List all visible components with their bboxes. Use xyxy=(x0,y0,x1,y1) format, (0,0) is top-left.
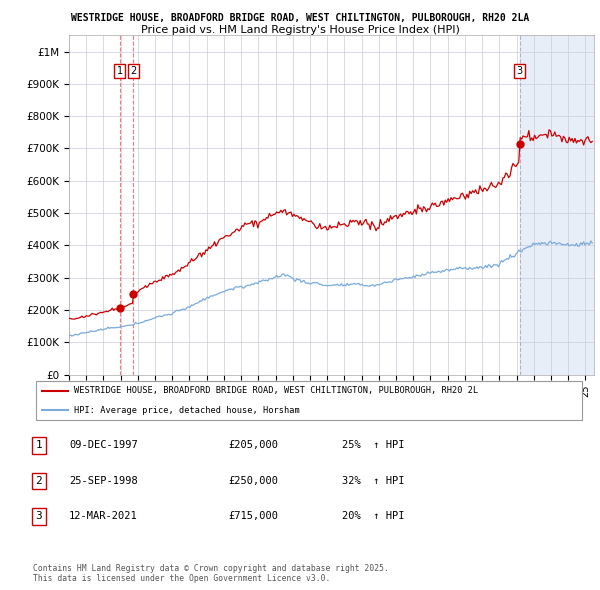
Text: Contains HM Land Registry data © Crown copyright and database right 2025.
This d: Contains HM Land Registry data © Crown c… xyxy=(33,563,389,583)
Text: 2: 2 xyxy=(35,476,43,486)
Text: 20%  ↑ HPI: 20% ↑ HPI xyxy=(342,512,404,521)
Text: £715,000: £715,000 xyxy=(228,512,278,521)
Text: WESTRIDGE HOUSE, BROADFORD BRIDGE ROAD, WEST CHILTINGTON, PULBOROUGH, RH20 2L: WESTRIDGE HOUSE, BROADFORD BRIDGE ROAD, … xyxy=(74,386,479,395)
Text: HPI: Average price, detached house, Horsham: HPI: Average price, detached house, Hors… xyxy=(74,406,300,415)
Text: £250,000: £250,000 xyxy=(228,476,278,486)
Text: 3: 3 xyxy=(35,512,43,521)
Text: 25%  ↑ HPI: 25% ↑ HPI xyxy=(342,441,404,450)
Text: £205,000: £205,000 xyxy=(228,441,278,450)
Text: 12-MAR-2021: 12-MAR-2021 xyxy=(69,512,138,521)
Text: 1: 1 xyxy=(116,66,122,76)
Bar xyxy=(520,35,594,375)
Text: 1: 1 xyxy=(35,441,43,450)
FancyBboxPatch shape xyxy=(36,382,582,419)
Text: 3: 3 xyxy=(517,66,523,76)
Text: 2: 2 xyxy=(130,66,136,76)
Text: Price paid vs. HM Land Registry's House Price Index (HPI): Price paid vs. HM Land Registry's House … xyxy=(140,25,460,35)
Text: 32%  ↑ HPI: 32% ↑ HPI xyxy=(342,476,404,486)
Text: WESTRIDGE HOUSE, BROADFORD BRIDGE ROAD, WEST CHILTINGTON, PULBOROUGH, RH20 2LA: WESTRIDGE HOUSE, BROADFORD BRIDGE ROAD, … xyxy=(71,13,529,23)
Text: 25-SEP-1998: 25-SEP-1998 xyxy=(69,476,138,486)
Text: 09-DEC-1997: 09-DEC-1997 xyxy=(69,441,138,450)
